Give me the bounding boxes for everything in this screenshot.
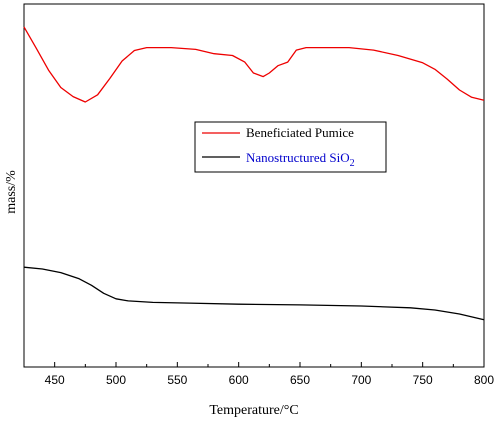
plot-frame: [23, 3, 485, 368]
x-tick-label-600: 600: [229, 373, 249, 387]
legend-label-sio2: Nanostructured SiO2: [246, 150, 355, 169]
series-line-sio2: [23, 266, 485, 321]
x-tick-label-700: 700: [351, 373, 371, 387]
series-line-pumice: [23, 26, 485, 103]
x-tick-label-500: 500: [106, 373, 126, 387]
x-tick-label-450: 450: [45, 373, 65, 387]
legend-label-pumice-text: Beneficiated Pumice: [246, 125, 354, 140]
y-axis-title: mass/%: [4, 170, 19, 214]
legend-label-sio2-subscript: 2: [350, 158, 355, 169]
x-tick-label-750: 750: [413, 373, 433, 387]
x-tick-label-650: 650: [290, 373, 310, 387]
legend: Beneficiated Pumice Nanostructured SiO2: [194, 121, 387, 173]
x-axis-title: Temperature/°C: [209, 403, 298, 418]
series-lines: [23, 26, 485, 321]
legend-label-pumice: Beneficiated Pumice: [246, 125, 354, 140]
x-tick-label-800: 800: [474, 373, 494, 387]
x-axis-tick-labels: 450 500 550 600 650 700 750 800: [45, 373, 495, 387]
legend-label-sio2-text: Nanostructured SiO: [246, 150, 350, 165]
x-axis-ticks: [23, 362, 485, 367]
x-tick-label-550: 550: [167, 373, 187, 387]
legend-box: [194, 121, 387, 173]
